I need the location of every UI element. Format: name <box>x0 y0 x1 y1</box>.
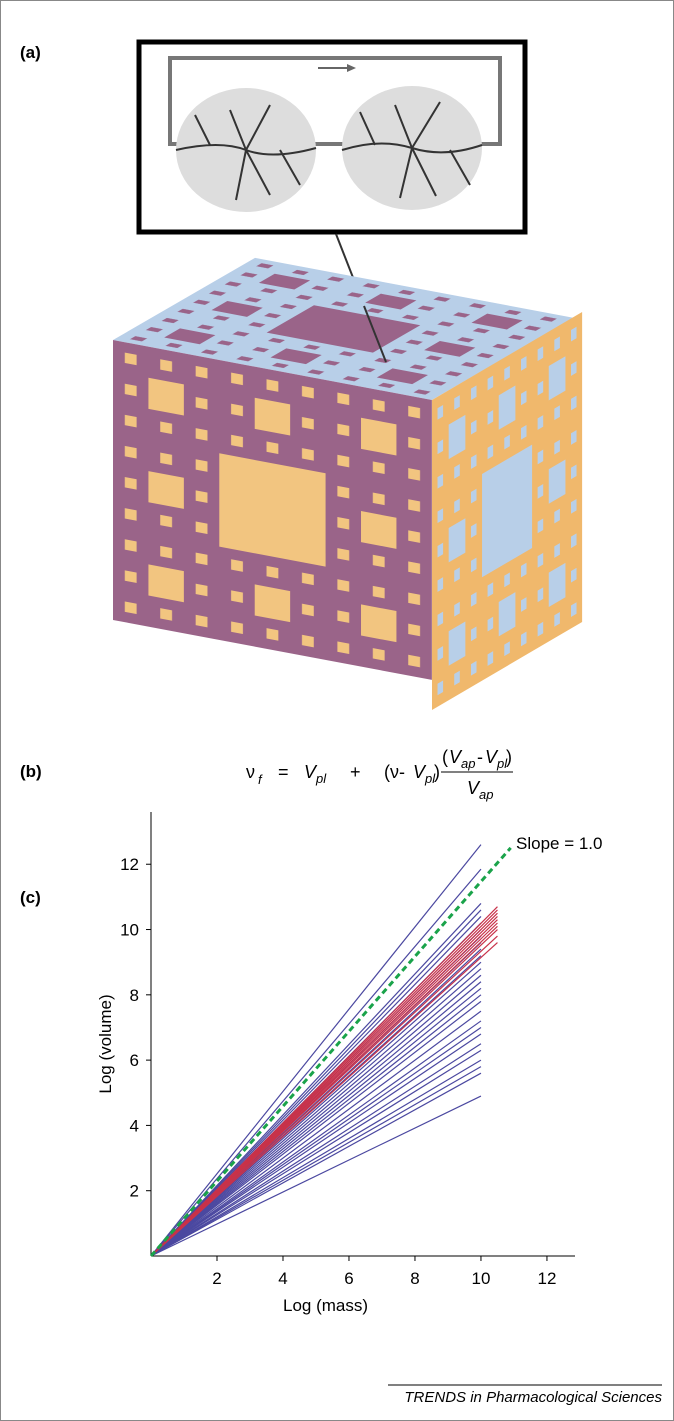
chart: 2 4 6 8 10 12 2 4 6 8 10 12 Slope = 1.0 Log (mass) Log… <box>96 812 603 1315</box>
formula-part: pl <box>315 771 327 786</box>
y-tick-label: 2 <box>130 1182 139 1201</box>
formula-part: ) <box>434 762 440 782</box>
reference-line <box>151 848 511 1256</box>
data-line <box>151 1011 481 1256</box>
data-line <box>151 903 481 1256</box>
panel-label: (c) <box>20 888 41 907</box>
panel-label: (b) <box>20 762 42 781</box>
footer: TRENDS in Pharmacological Sciences <box>404 1389 662 1406</box>
page: (a) (b) ν f = V pl + (ν- V p <box>0 0 674 1421</box>
formula-part: ap <box>479 787 493 802</box>
data-line <box>151 943 497 1256</box>
data-line <box>151 1021 481 1256</box>
formula-part: f <box>258 772 263 787</box>
data-line <box>151 1044 481 1256</box>
x-tick-label: 6 <box>344 1269 353 1288</box>
x-tick-label: 2 <box>212 1269 221 1288</box>
y-tick-label: 6 <box>130 1051 139 1070</box>
x-tick-label: 4 <box>278 1269 287 1288</box>
formula-part: ap <box>461 756 475 771</box>
formula-part: ) <box>506 747 512 767</box>
formula: ν f = V pl + (ν- V pl ) ( V ap - V pl ) … <box>246 747 513 802</box>
data-line <box>151 869 481 1256</box>
data-line <box>151 975 481 1256</box>
data-line <box>151 910 481 1256</box>
data-line <box>151 916 481 1256</box>
y-tick-label: 8 <box>130 986 139 1005</box>
data-line <box>151 969 481 1256</box>
data-line <box>151 845 481 1256</box>
y-tick-label: 12 <box>120 855 139 874</box>
data-line <box>151 1096 481 1256</box>
data-line <box>151 995 481 1256</box>
formula-part: - <box>477 747 483 767</box>
fractal-cube <box>113 258 582 710</box>
annotation: Slope = 1.0 <box>516 834 603 853</box>
data-line <box>151 988 481 1256</box>
y-tick-label: 10 <box>120 921 139 940</box>
data-line <box>151 1050 481 1256</box>
formula-part: + <box>350 762 361 782</box>
figure: (a) (b) ν f = V pl + (ν- V p <box>0 0 674 1421</box>
x-axis-label: Log (mass) <box>283 1296 368 1315</box>
x-tick-label: 12 <box>537 1269 556 1288</box>
data-line <box>151 936 497 1256</box>
data-line <box>151 982 481 1256</box>
y-tick-label: 4 <box>130 1116 139 1135</box>
formula-part: = <box>278 762 289 782</box>
formula-part: (ν- <box>384 762 405 782</box>
formula-part: ν <box>246 762 255 782</box>
y-axis-label: Log (volume) <box>96 994 115 1093</box>
formula-part: ( <box>442 747 448 767</box>
panel-label: (a) <box>20 43 41 62</box>
x-tick-label: 8 <box>410 1269 419 1288</box>
x-tick-label: 10 <box>472 1269 491 1288</box>
data-line <box>151 1001 481 1256</box>
